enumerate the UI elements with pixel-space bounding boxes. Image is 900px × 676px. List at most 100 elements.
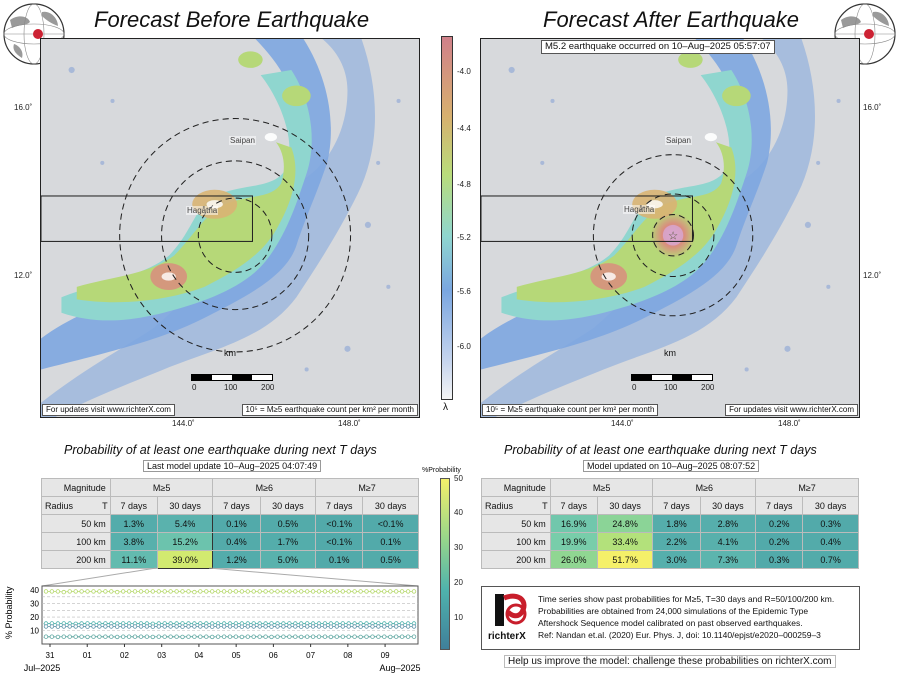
probability-cell[interactable]: 19.9% [549, 532, 598, 551]
probability-cell[interactable]: 0.1% [362, 532, 419, 551]
data-point [85, 634, 90, 640]
data-point [61, 634, 66, 639]
data-point [97, 589, 102, 594]
probability-cell[interactable]: 2.2% [652, 532, 701, 551]
info-line-4[interactable]: Ref: Nandan et.al. (2020) Eur. Phys. J, … [538, 630, 821, 640]
x-tick-label: 01 [83, 651, 92, 660]
probability-cell[interactable]: 33.4% [596, 532, 654, 551]
probability-cell[interactable]: <0.1% [315, 514, 364, 533]
probability-cell[interactable]: 2.8% [699, 514, 757, 533]
probability-cell[interactable]: 26.0% [549, 550, 598, 569]
probability-cell[interactable]: 3.0% [652, 550, 701, 569]
map-after[interactable]: ☆ M5.2 earthquake occurred on 10–Aug–202… [480, 38, 860, 418]
x-tick-label: 05 [232, 651, 241, 660]
data-point [150, 589, 155, 594]
place-hagatna: Hagåtña [623, 205, 656, 214]
days-header: 30 days [156, 496, 214, 515]
info-line-3: Aftershock Sequence model calibrated on … [538, 618, 803, 628]
data-point [79, 634, 84, 639]
data-point [162, 589, 167, 594]
probability-cell[interactable]: 0.4% [212, 532, 261, 551]
probability-cell[interactable]: 0.1% [212, 514, 261, 533]
probability-cell[interactable]: 0.5% [362, 550, 419, 569]
data-point [251, 589, 256, 594]
probability-cell[interactable]: <0.1% [315, 532, 364, 551]
probability-cell[interactable]: 15.2% [156, 532, 214, 551]
table-row: 100 km 3.8% 15.2% 0.4% 1.7% <0.1% 0.1% [41, 532, 419, 551]
probability-cell[interactable]: 7.3% [699, 550, 757, 569]
data-point [162, 634, 167, 639]
info-box: richterX Time series show past probabili… [481, 586, 860, 650]
data-point [156, 589, 161, 594]
probability-cell[interactable]: 3.8% [109, 532, 158, 551]
help-link[interactable]: Help us improve the model: challenge the… [504, 655, 836, 668]
data-point [109, 624, 114, 629]
probability-cell[interactable]: 0.4% [802, 532, 859, 551]
data-point [138, 589, 144, 594]
probability-cell[interactable]: 39.0% [156, 550, 214, 569]
probability-cell[interactable]: 1.3% [109, 514, 158, 533]
data-point [132, 634, 138, 639]
probability-cell[interactable]: 0.7% [802, 550, 859, 569]
probability-cell[interactable]: 0.1% [315, 550, 364, 569]
data-point [382, 589, 387, 594]
data-point [209, 634, 215, 640]
data-point [358, 624, 363, 629]
prob-colorbar [440, 478, 450, 650]
data-point [388, 634, 393, 640]
probability-cell[interactable]: 0.5% [259, 514, 317, 533]
probability-cell[interactable]: 0.3% [802, 514, 859, 533]
probability-cell[interactable]: 5.4% [156, 514, 214, 533]
colorbar-label: λ [443, 402, 448, 413]
days-header: 7 days [212, 496, 261, 515]
left-prob-table: Magnitude M≥5 M≥6 M≥7 Radius T 7 days 30 days 7 … [41, 478, 419, 569]
data-point [370, 589, 375, 594]
probability-cell[interactable]: <0.1% [362, 514, 419, 533]
data-point [263, 589, 268, 594]
data-point [334, 624, 339, 629]
data-point [257, 634, 262, 639]
probability-cell[interactable]: 1.8% [652, 514, 701, 533]
probability-cell[interactable]: 16.9% [549, 514, 598, 533]
data-point [411, 589, 417, 594]
map-before[interactable]: Saipan Hagåtña km 0 100 200 For updates … [40, 38, 420, 418]
data-point [340, 634, 345, 639]
data-point [411, 634, 417, 639]
updates-note[interactable]: For updates visit www.richterX.com [725, 404, 858, 416]
data-point [103, 624, 108, 629]
probability-cell[interactable]: 5.0% [259, 550, 317, 569]
radius-label: 200 km [41, 550, 111, 569]
y-tick-label: 20 [30, 613, 39, 622]
probability-cell[interactable]: 51.7% [596, 550, 654, 569]
data-point [162, 624, 167, 629]
lon-tick-148: 148.0˚ [778, 419, 801, 428]
data-point [399, 624, 405, 629]
data-point [120, 589, 126, 594]
probability-cell[interactable]: 0.2% [755, 532, 804, 551]
data-point [144, 634, 150, 639]
probability-cell[interactable]: 1.2% [212, 550, 261, 569]
probability-cell[interactable]: 1.7% [259, 532, 317, 551]
data-point [263, 624, 268, 629]
prob-colorbar-label: %Probability [422, 467, 461, 474]
days-header: 30 days [699, 496, 757, 515]
probability-cell[interactable]: 0.2% [755, 514, 804, 533]
data-point [174, 634, 179, 639]
data-point [340, 624, 345, 629]
probability-timeseries-chart[interactable]: 10 20 30 40 % Probability 31 01 02 03 04 05 06 07 08 0… [0, 580, 440, 676]
probability-cell[interactable]: 0.3% [755, 550, 804, 569]
data-point [221, 634, 227, 639]
data-point [281, 589, 286, 594]
probability-cell[interactable]: 24.8% [596, 514, 654, 533]
data-point [43, 589, 49, 594]
probability-cell[interactable]: 4.1% [699, 532, 757, 551]
data-point [85, 624, 90, 629]
probability-cell[interactable]: 11.1% [109, 550, 158, 569]
data-point [168, 634, 173, 639]
updates-note[interactable]: For updates visit www.richterX.com [42, 404, 175, 416]
y-axis-label: % Probability [4, 586, 14, 639]
data-point [388, 624, 393, 629]
right-update-time: Model updated on 10–Aug–2025 08:07:52 [583, 460, 760, 472]
data-point [376, 589, 381, 594]
data-point [405, 634, 411, 639]
